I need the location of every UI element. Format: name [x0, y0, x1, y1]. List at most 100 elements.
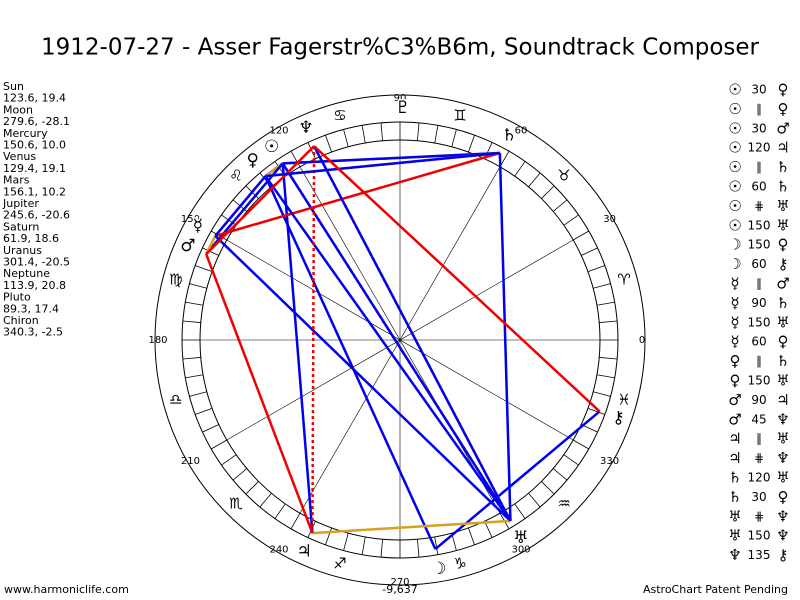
ring-tick [541, 185, 555, 199]
spoke [226, 239, 574, 441]
ring-tick [417, 539, 420, 558]
planet-name: Chiron [3, 314, 39, 327]
ring-tick [380, 539, 383, 558]
aspect-type: 120 [748, 141, 771, 155]
aspect-line [265, 151, 500, 178]
aspect-from: ☿ [730, 275, 739, 293]
planet-glyph: ♂ [180, 236, 195, 256]
aspect-from: ☉ [728, 197, 741, 215]
zodiac-sign: ♍ [169, 270, 182, 288]
ring-tick [552, 468, 568, 481]
ring-tick [185, 374, 204, 379]
planet-glyph: ♇ [395, 98, 410, 118]
ring-tick [514, 161, 526, 177]
zodiac-sign: ♎ [169, 391, 182, 409]
aspect-to: ⚷ [778, 255, 789, 273]
wheel [154, 94, 646, 586]
planet-glyph: ♆ [298, 118, 313, 138]
aspect-from: ☿ [730, 294, 739, 312]
ring-tick [587, 265, 605, 272]
ring-tick [434, 536, 439, 555]
degree-label: 90 [394, 93, 407, 104]
planet-name: Sun [3, 80, 24, 93]
zodiac-sign: ♌ [229, 166, 242, 184]
ring-tick [361, 125, 366, 144]
aspect-type: ∥ [756, 432, 762, 446]
ring-tick [211, 439, 227, 450]
aspect-from: ♂ [728, 410, 741, 428]
ring-tick [245, 481, 259, 495]
aspect-to: ♄ [776, 352, 789, 370]
aspect-type: 150 [748, 529, 771, 543]
aspect-to: ♂ [776, 275, 789, 293]
aspect-line [311, 146, 316, 534]
aspect-to: ♆ [776, 449, 789, 467]
ring-tick [232, 468, 248, 481]
planet-glyph: ☽ [431, 559, 446, 579]
aspect-type: ∥ [756, 354, 762, 368]
ring-tick [259, 492, 272, 508]
degree-label: 240 [269, 545, 288, 556]
footer-right: AstroChart Patent Pending [643, 583, 788, 596]
ring-tick [182, 320, 201, 323]
aspect-to: ♄ [776, 294, 789, 312]
ring-tick [417, 122, 420, 141]
aspect-from: ☉ [728, 119, 741, 137]
ring-tick [182, 357, 201, 360]
planet-glyph: ☉ [264, 137, 279, 157]
aspect-from: ☉ [728, 158, 741, 176]
aspect-to: ♃ [776, 139, 789, 157]
planet-position: 89.3, 17.4 [3, 302, 59, 315]
aspect-from: ☿ [730, 333, 739, 351]
aspect-type: ⋕ [754, 199, 764, 213]
aspect-from: ☽ [728, 236, 741, 254]
ring-tick [185, 301, 204, 306]
aspect-type: 135 [748, 548, 771, 562]
aspect-type: 30 [751, 83, 766, 97]
aspect-from: ☽ [728, 255, 741, 273]
aspect-to: ♅ [776, 313, 789, 331]
ring-tick [290, 151, 301, 167]
planet-glyph: ♅ [513, 528, 528, 548]
aspect-type: ⋕ [754, 509, 764, 523]
aspect-type: 30 [751, 490, 766, 504]
outer-circle [154, 94, 646, 586]
planet-name: Saturn [3, 220, 39, 233]
aspect-line [498, 152, 512, 521]
aspect-to: ♅ [776, 372, 789, 390]
ring-tick [307, 142, 316, 159]
aspect-line [313, 145, 512, 522]
aspect-type: ⋕ [754, 451, 764, 465]
aspect-type: 45 [751, 412, 766, 426]
ring-tick [596, 374, 615, 379]
aspect-to: ♀ [778, 333, 789, 351]
aspect-from: ♂ [728, 391, 741, 409]
planet-position: 113.9, 20.8 [3, 279, 66, 292]
aspect-line [313, 145, 601, 413]
aspect-line [205, 253, 314, 534]
aspect-line [281, 162, 512, 522]
planet-position: 61.9, 18.6 [3, 232, 59, 245]
aspect-from: ♆ [728, 546, 741, 564]
aspect-line [205, 145, 315, 255]
ring-tick [599, 357, 618, 360]
aspect-from: ♄ [728, 488, 741, 506]
ring-tick [599, 320, 618, 323]
aspect-to: ♅ [776, 216, 789, 234]
ring-tick [528, 172, 541, 188]
planet-glyph: ⚷ [612, 408, 624, 428]
ring-tick [434, 125, 439, 144]
aspect-type: 150 [748, 374, 771, 388]
aspect-to: ♃ [776, 391, 789, 409]
zodiac-sign: ♋ [333, 106, 346, 124]
aspect-type: 60 [751, 335, 766, 349]
ring-tick [361, 536, 366, 555]
ring-tick [484, 521, 493, 538]
aspect-line [282, 151, 500, 165]
planet-position: 150.6, 10.0 [3, 139, 66, 152]
aspect-type: ∥ [756, 160, 762, 174]
aspect-line [264, 175, 512, 522]
zodiac-sign: ♏ [229, 495, 243, 513]
ring-tick [189, 283, 207, 289]
